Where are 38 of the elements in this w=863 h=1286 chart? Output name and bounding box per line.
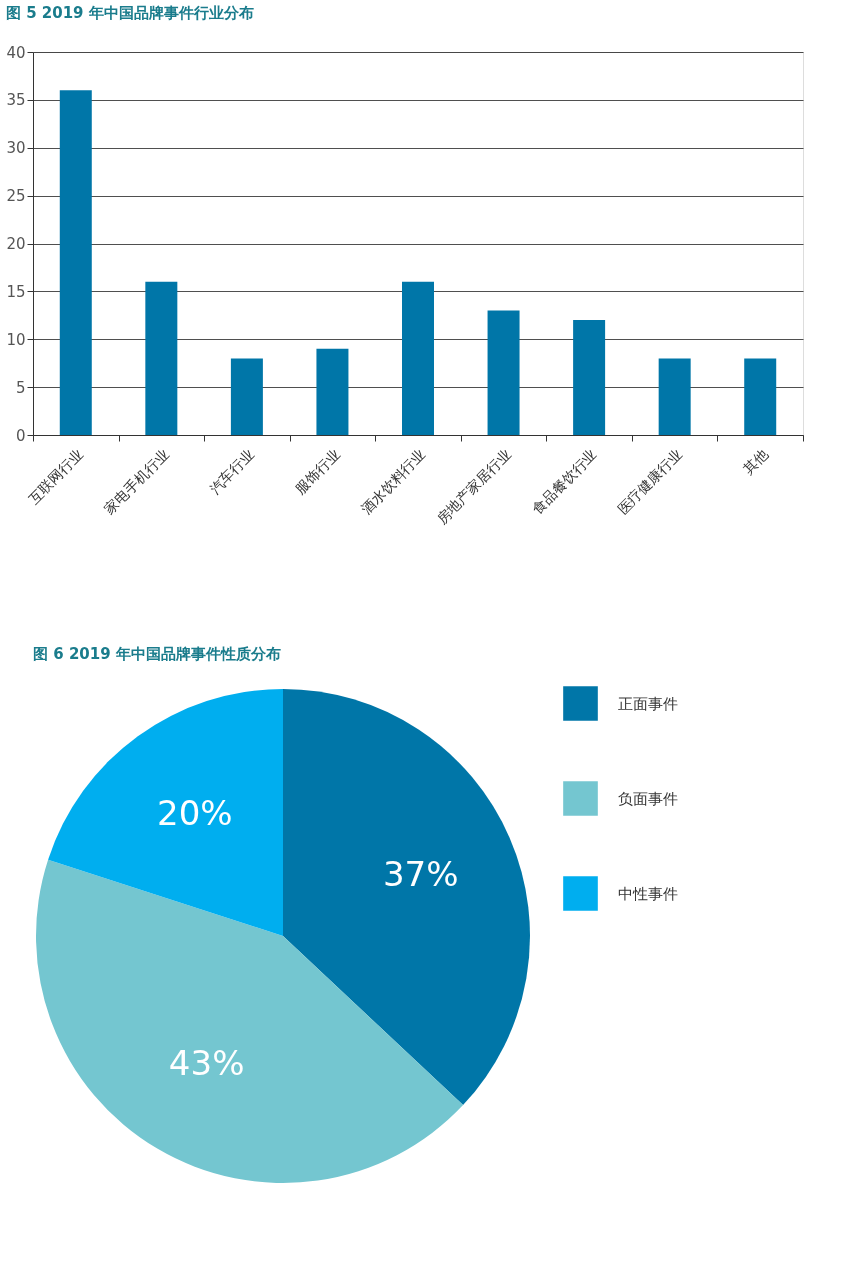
pie-slice [36,859,464,1183]
bar [145,281,178,435]
bar [658,358,691,435]
x-tick-label: 食品餐饮行业 [528,446,600,517]
y-tick-label: 15 [6,282,26,301]
bar [402,281,434,435]
x-tick-label: 服饰行业 [291,446,343,497]
x-tick-label: 汽车行业 [206,446,258,497]
data-label: 43% [168,1043,245,1084]
x-tick-label: 医疗健康行业 [614,446,686,517]
bar [59,90,92,435]
bar [230,358,263,435]
y-tick-label: 10 [6,330,26,349]
pie-slice [283,689,530,1106]
data-label: 20% [157,792,233,833]
y-tick-label: 30 [6,139,26,158]
legend-label: 中性事件 [618,884,678,903]
bar [744,358,777,435]
y-tick-label: 35 [6,91,26,110]
pie-slice [48,689,283,936]
y-tick-label: 0 [15,426,26,445]
legend-label: 正面事件 [618,694,678,713]
chart-title: 图 5 2019 年中国品牌事件行业分布 [5,4,254,22]
x-tick-label: 其他 [739,446,771,478]
bar [573,320,606,435]
y-tick-label: 5 [15,378,26,397]
chart-title: 图 6 2019 年中国品牌事件性质分布 [33,645,281,663]
bar [487,310,520,435]
x-tick-label: 房地产家居行业 [433,446,514,527]
y-tick-label: 25 [6,187,26,206]
y-tick-label: 40 [6,43,26,62]
bar [316,348,349,435]
y-tick-label: 20 [6,235,26,253]
data-label: 37% [382,854,459,895]
x-tick-label: 互联网行业 [25,446,87,507]
x-tick-label: 酒水饮料行业 [357,446,429,517]
x-tick-label: 家电手机行业 [101,446,172,517]
legend-label: 负面事件 [618,789,678,808]
